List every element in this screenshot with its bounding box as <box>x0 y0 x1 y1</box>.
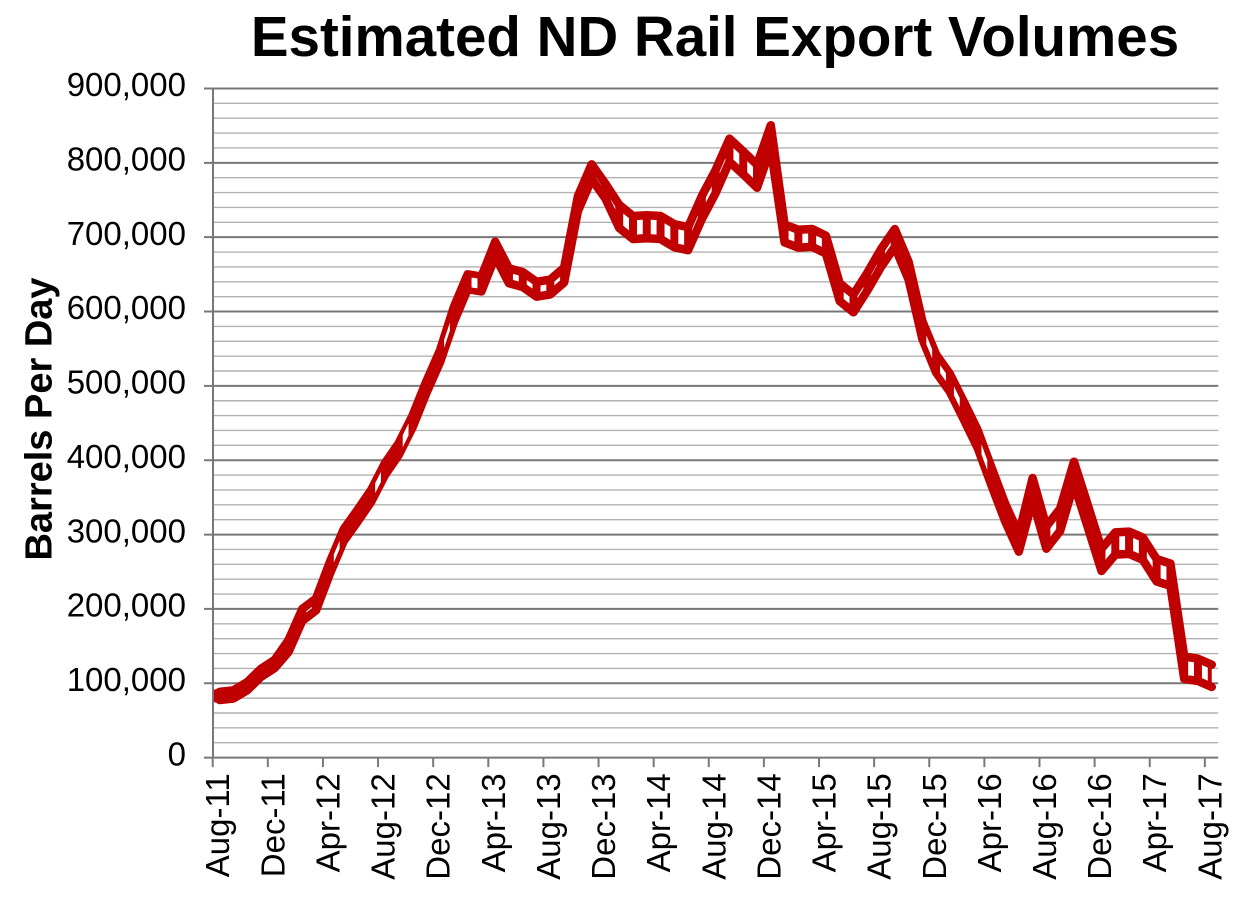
svg-text:Dec-13: Dec-13 <box>585 773 622 879</box>
svg-text:500,000: 500,000 <box>67 364 186 401</box>
svg-text:400,000: 400,000 <box>67 438 186 475</box>
svg-text:Aug-11: Aug-11 <box>199 773 236 877</box>
svg-text:700,000: 700,000 <box>67 215 186 252</box>
svg-text:Apr-12: Apr-12 <box>309 773 346 872</box>
svg-text:Apr-17: Apr-17 <box>1136 773 1173 872</box>
svg-text:Estimated ND Rail Export Volum: Estimated ND Rail Export Volumes <box>251 5 1179 68</box>
svg-text:200,000: 200,000 <box>67 587 186 624</box>
svg-text:Aug-12: Aug-12 <box>365 773 402 879</box>
svg-text:Dec-12: Dec-12 <box>420 773 457 879</box>
svg-text:Aug-17: Aug-17 <box>1191 773 1228 879</box>
svg-text:Aug-14: Aug-14 <box>695 773 732 879</box>
svg-text:Aug-13: Aug-13 <box>530 773 567 879</box>
svg-text:Dec-11: Dec-11 <box>254 773 291 877</box>
svg-text:0: 0 <box>168 735 186 772</box>
svg-text:100,000: 100,000 <box>67 661 186 698</box>
svg-text:Apr-14: Apr-14 <box>640 773 677 872</box>
svg-text:Dec-16: Dec-16 <box>1081 773 1118 879</box>
svg-text:Apr-16: Apr-16 <box>971 773 1008 872</box>
svg-text:Dec-14: Dec-14 <box>750 773 787 879</box>
svg-text:900,000: 900,000 <box>67 66 186 103</box>
svg-text:Apr-13: Apr-13 <box>475 773 512 872</box>
svg-text:800,000: 800,000 <box>67 141 186 178</box>
svg-text:Barrels Per Day: Barrels Per Day <box>19 277 61 560</box>
svg-text:Aug-16: Aug-16 <box>1026 773 1063 879</box>
svg-text:Apr-15: Apr-15 <box>806 773 843 872</box>
svg-text:300,000: 300,000 <box>67 512 186 549</box>
svg-text:600,000: 600,000 <box>67 289 186 326</box>
svg-text:Dec-15: Dec-15 <box>916 773 953 879</box>
svg-text:Aug-15: Aug-15 <box>861 773 898 879</box>
